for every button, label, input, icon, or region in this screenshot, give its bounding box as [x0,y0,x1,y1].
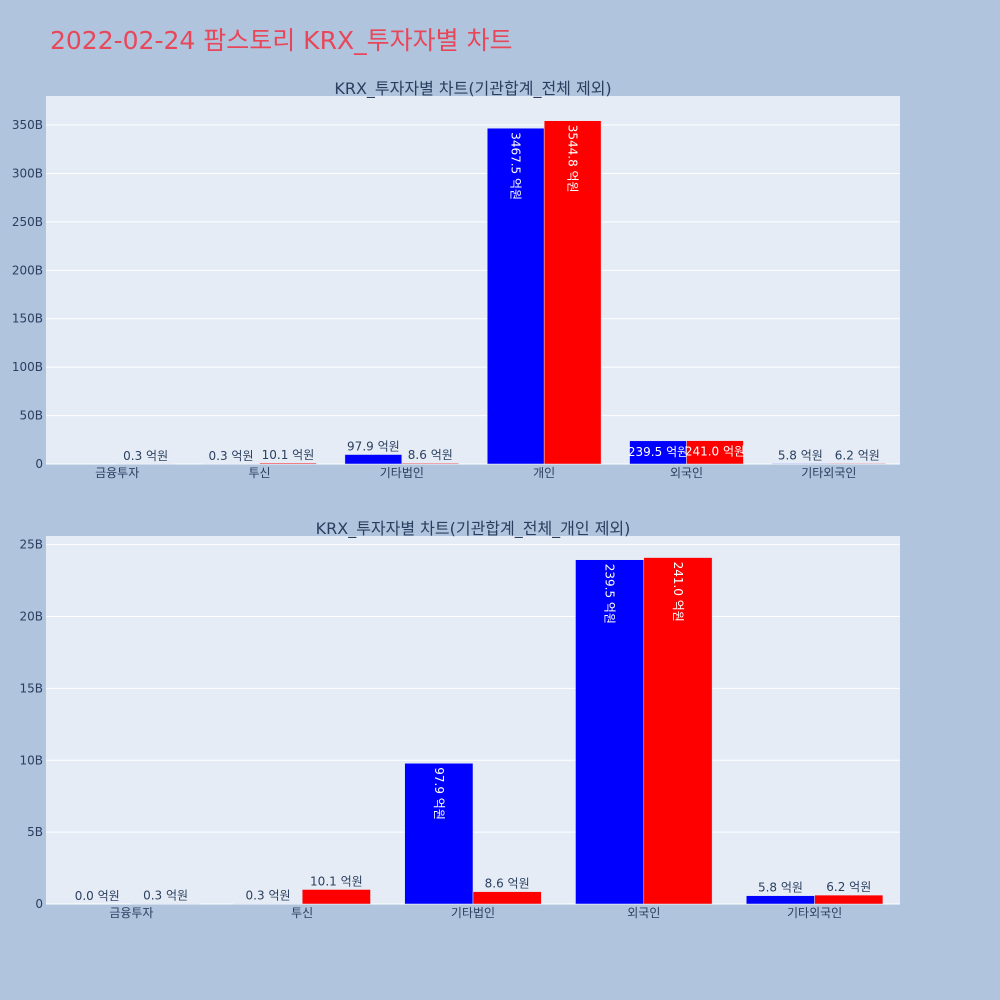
y-tick-label: 300B [12,166,43,180]
x-tick-label: 개인 [533,466,555,480]
data-label: 97.9 억원 [347,440,400,454]
bar [543,120,602,465]
data-label: 241.0 억원 [685,445,745,459]
x-tick-label: 기타법인 [380,466,424,480]
data-label: 241.0 억원 [671,562,685,622]
data-label: 6.2 억원 [826,880,871,894]
bar [575,559,645,905]
y-tick-label: 0 [35,457,43,471]
bar [771,463,830,465]
data-label: 5.8 억원 [758,881,803,895]
bar [814,894,884,905]
data-label: 6.2 억원 [835,448,880,462]
y-tick-label: 10B [19,753,43,767]
data-label: 8.6 억원 [485,877,530,891]
data-label: 5.8 억원 [778,448,823,462]
y-tick-label: 50B [19,409,43,423]
y-tick-label: 250B [12,215,43,229]
x-tick-label: 외국인 [627,906,660,920]
y-tick-label: 200B [12,263,43,277]
data-label: 0.3 억원 [123,449,168,463]
y-tick-label: 5B [27,825,43,839]
y-tick-label: 150B [12,312,43,326]
x-tick-label: 기타법인 [451,906,495,920]
y-tick-label: 15B [19,681,43,695]
chart-title: KRX_투자자별 차트(기관합계_전체 제외) [334,79,611,99]
chart-institution-individual-excluded: 0 5B 10B 15B 20B 25B KRX_투자자별 차트(기관합계_전체_개인 제외… [19,519,900,920]
data-label: 3544.8 억원 [566,125,580,193]
chart-title: KRX_투자자별 차트(기관합계_전체_개인 제외) [316,519,631,539]
bar [486,127,545,465]
x-tick-label: 금융투자 [109,906,153,920]
chart-institution-excluded: 0 50B 100B 150B 200B 250B 300B 350B KRX_투자자별 차트(… [12,79,900,480]
page-title: 2022-02-24 팜스토리 KRX_투자자별 차트 [50,26,513,55]
y-tick-label: 100B [12,360,43,374]
data-label: 0.3 억원 [246,889,291,903]
bar [344,454,403,465]
y-tick-label: 25B [19,538,43,552]
bar [686,440,744,465]
data-label: 0.3 억원 [143,889,188,903]
x-tick-label: 금융투자 [95,466,139,480]
bar [301,889,371,905]
x-tick-label: 투신 [291,906,313,920]
plot-area [46,96,900,464]
bar [746,895,815,905]
data-label: 239.5 억원 [603,564,617,624]
data-label: 239.5 억원 [628,445,688,459]
data-label: 0.3 억원 [209,449,254,463]
y-tick-label: 0 [35,897,43,911]
bar [643,557,713,905]
x-tick-label: 기타외국인 [787,906,842,920]
data-label: 8.6 억원 [408,448,453,462]
data-label: 3467.5 억원 [509,132,523,200]
bar [401,462,460,465]
data-label: 10.1 억원 [310,874,363,888]
x-tick-label: 기타외국인 [801,466,856,480]
data-label: 10.1 억원 [262,448,315,462]
x-tick-label: 외국인 [670,466,703,480]
x-tick-label: 투신 [248,466,270,480]
y-tick-label: 20B [19,610,43,624]
y-tick-label: 350B [12,118,43,132]
bar [259,462,317,465]
data-label: 0.0 억원 [75,889,120,903]
bar [404,763,474,905]
bar [472,891,542,905]
bar [828,463,887,465]
data-label: 97.9 억원 [432,767,446,820]
